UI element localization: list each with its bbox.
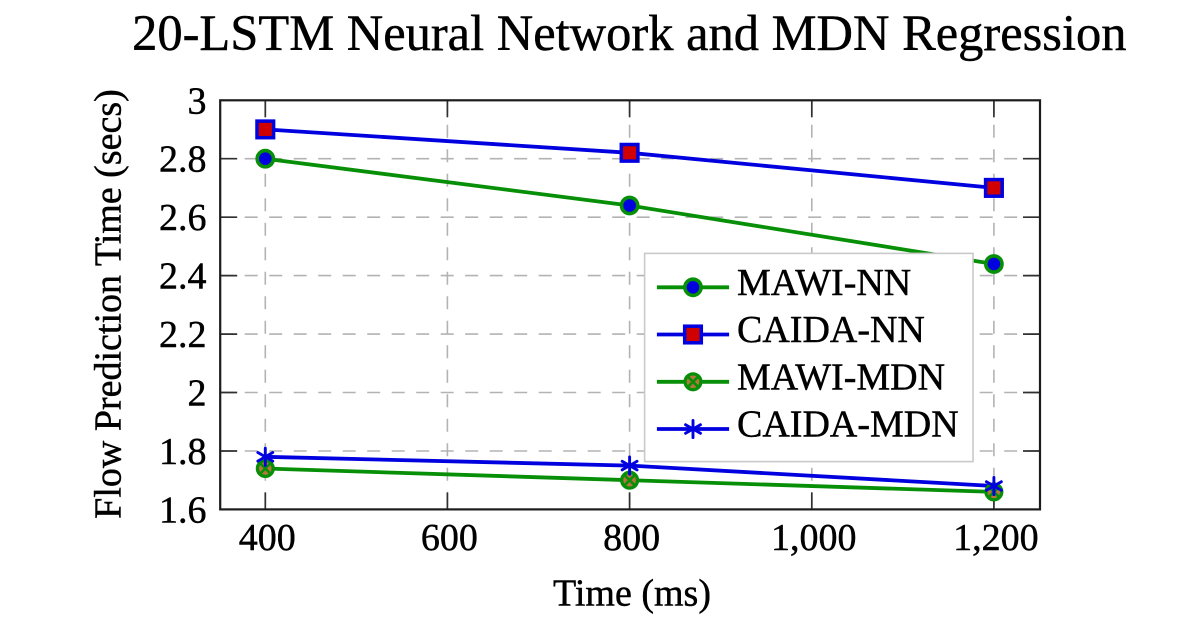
- svg-text:2.2: 2.2: [159, 314, 207, 356]
- svg-text:1.8: 1.8: [159, 431, 207, 473]
- svg-text:800: 800: [603, 517, 660, 559]
- svg-text:600: 600: [421, 517, 478, 559]
- svg-text:CAIDA-MDN: CAIDA-MDN: [737, 404, 959, 446]
- svg-text:1,000: 1,000: [771, 517, 857, 559]
- svg-text:2.4: 2.4: [159, 256, 207, 298]
- svg-text:3: 3: [188, 80, 207, 122]
- svg-text:2.8: 2.8: [159, 139, 207, 181]
- svg-text:MAWI-NN: MAWI-NN: [737, 262, 911, 304]
- svg-text:2.6: 2.6: [159, 197, 207, 239]
- svg-text:20-LSTM Neural Network and MDN: 20-LSTM Neural Network and MDN Regressio…: [132, 5, 1126, 61]
- svg-text:1.6: 1.6: [159, 489, 207, 531]
- svg-text:Time (ms): Time (ms): [553, 573, 711, 615]
- svg-text:1,200: 1,200: [953, 517, 1039, 559]
- svg-text:400: 400: [239, 517, 296, 559]
- svg-text:2: 2: [188, 373, 207, 415]
- svg-text:CAIDA-NN: CAIDA-NN: [737, 309, 925, 351]
- svg-text:MAWI-MDN: MAWI-MDN: [737, 356, 945, 398]
- svg-text:Flow Prediction Time (secs): Flow Prediction Time (secs): [88, 89, 130, 519]
